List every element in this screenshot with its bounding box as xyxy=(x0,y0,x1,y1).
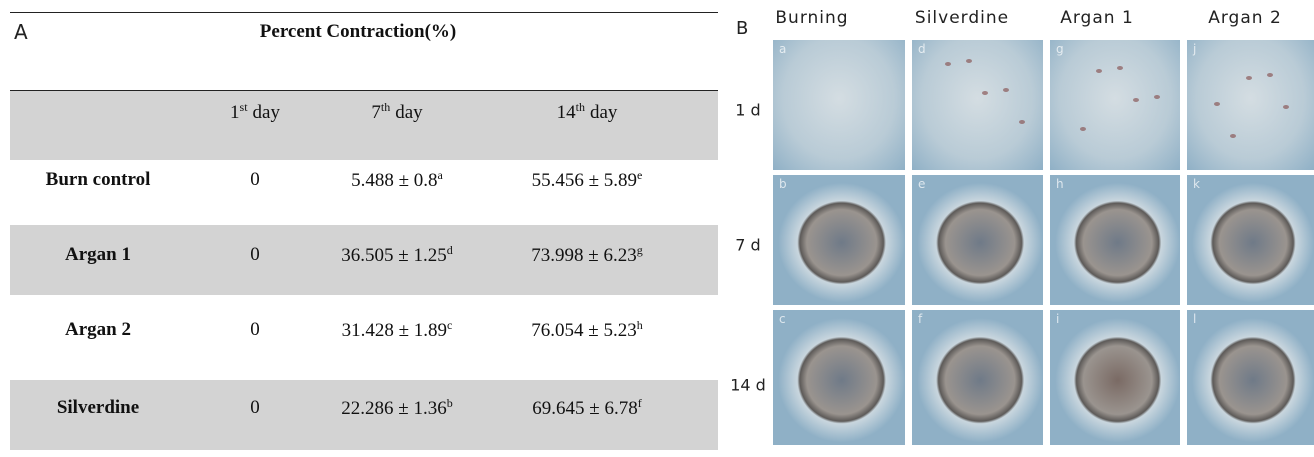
spot xyxy=(1003,88,1009,92)
spot xyxy=(1096,69,1102,73)
spot xyxy=(982,91,988,95)
photo-letter: d xyxy=(918,42,926,56)
spot xyxy=(945,62,951,66)
header-num: 14 xyxy=(557,102,576,123)
photo-letter: i xyxy=(1056,312,1059,326)
spot xyxy=(1019,120,1025,124)
cell-value: 0 xyxy=(250,397,260,419)
spot xyxy=(1214,102,1220,106)
row-label: Silverdine xyxy=(57,397,139,419)
wound-photo: g xyxy=(1050,40,1180,170)
wound-photo: a xyxy=(773,40,905,170)
wound-photo: k xyxy=(1187,175,1314,305)
cell-value: 0 xyxy=(250,244,260,266)
spot xyxy=(1080,127,1086,131)
cell-value: 69.645 ± 6.78f xyxy=(532,396,641,420)
wound-photo: e xyxy=(912,175,1043,305)
value: 31.428 ± 1.89 xyxy=(342,320,447,341)
header-sup: th xyxy=(381,100,390,114)
significance: e xyxy=(637,168,642,182)
wound-photo: b xyxy=(773,175,905,305)
significance: h xyxy=(637,318,643,332)
column-header: Argan 1 xyxy=(1060,8,1134,28)
spot xyxy=(1133,98,1139,102)
header-suffix: day xyxy=(590,102,617,123)
row-label: Burn control xyxy=(46,169,151,191)
wound-photo: j xyxy=(1187,40,1314,170)
panel-label: B xyxy=(736,18,748,39)
row-label: Argan 2 xyxy=(65,319,131,341)
value: 73.998 ± 6.23 xyxy=(531,245,636,266)
header-suffix: day xyxy=(395,102,422,123)
spot xyxy=(1230,134,1236,138)
photo-letter: f xyxy=(918,312,922,326)
top-rule xyxy=(10,12,718,13)
photo-letter: g xyxy=(1056,42,1064,56)
cell-value: 76.054 ± 5.23h xyxy=(531,318,642,342)
cell-value: 0 xyxy=(250,169,260,191)
figure: A Percent Contraction(%) B 1stday7thday1… xyxy=(0,0,1314,457)
cell-value: 0 xyxy=(250,319,260,341)
photo-letter: h xyxy=(1056,177,1064,191)
wound-photo: h xyxy=(1050,175,1180,305)
row-header: 14 d xyxy=(730,376,766,395)
value: 36.505 ± 1.25 xyxy=(341,245,446,266)
wound-photo: i xyxy=(1050,310,1180,445)
row-label: Argan 1 xyxy=(65,244,131,266)
cell-value: 55.456 ± 5.89e xyxy=(532,168,643,192)
value: 22.286 ± 1.36 xyxy=(341,398,446,419)
photo-letter: l xyxy=(1193,312,1196,326)
panel-label: A xyxy=(14,20,28,44)
significance: a xyxy=(438,168,443,182)
cell-value: 5.488 ± 0.8a xyxy=(351,168,443,192)
wound-photo: f xyxy=(912,310,1043,445)
value: 69.645 ± 6.78 xyxy=(532,398,637,419)
significance: d xyxy=(447,243,453,257)
photo-letter: k xyxy=(1193,177,1200,191)
photo-letter: e xyxy=(918,177,925,191)
header-suffix: day xyxy=(253,102,280,123)
significance: c xyxy=(447,318,452,332)
significance: g xyxy=(637,243,643,257)
cell-value: 31.428 ± 1.89c xyxy=(342,318,453,342)
value: 5.488 ± 0.8 xyxy=(351,170,437,191)
spot xyxy=(1154,95,1160,99)
value: 76.054 ± 5.23 xyxy=(531,320,636,341)
value: 55.456 ± 5.89 xyxy=(532,170,637,191)
header-num: 7 xyxy=(371,102,381,123)
spot xyxy=(1267,73,1273,77)
photo-letter: j xyxy=(1193,42,1196,56)
wound-photo: l xyxy=(1187,310,1314,445)
photo-letter: b xyxy=(779,177,787,191)
header-num: 1 xyxy=(230,102,240,123)
cell-value: 22.286 ± 1.36b xyxy=(341,396,452,420)
cell-value: 36.505 ± 1.25d xyxy=(341,243,452,267)
cell-value: 73.998 ± 6.23g xyxy=(531,243,642,267)
header-sup: th xyxy=(576,100,585,114)
spot xyxy=(966,59,972,63)
wound-photo: c xyxy=(773,310,905,445)
header-sup: st xyxy=(240,100,248,114)
row-header: 1 d xyxy=(735,101,760,120)
column-header: Silverdine xyxy=(915,8,1009,28)
significance: f xyxy=(638,396,642,410)
table-title: Percent Contraction(%) xyxy=(260,21,456,43)
column-header: Argan 2 xyxy=(1208,8,1282,28)
column-header: Burning xyxy=(775,8,848,28)
photo-letter: a xyxy=(779,42,786,56)
photo-letter: c xyxy=(779,312,786,326)
wound-photo: d xyxy=(912,40,1043,170)
spot xyxy=(1283,105,1289,109)
spot xyxy=(1117,66,1123,70)
spot xyxy=(1246,76,1252,80)
row-header: 7 d xyxy=(735,236,760,255)
significance: b xyxy=(447,396,453,410)
